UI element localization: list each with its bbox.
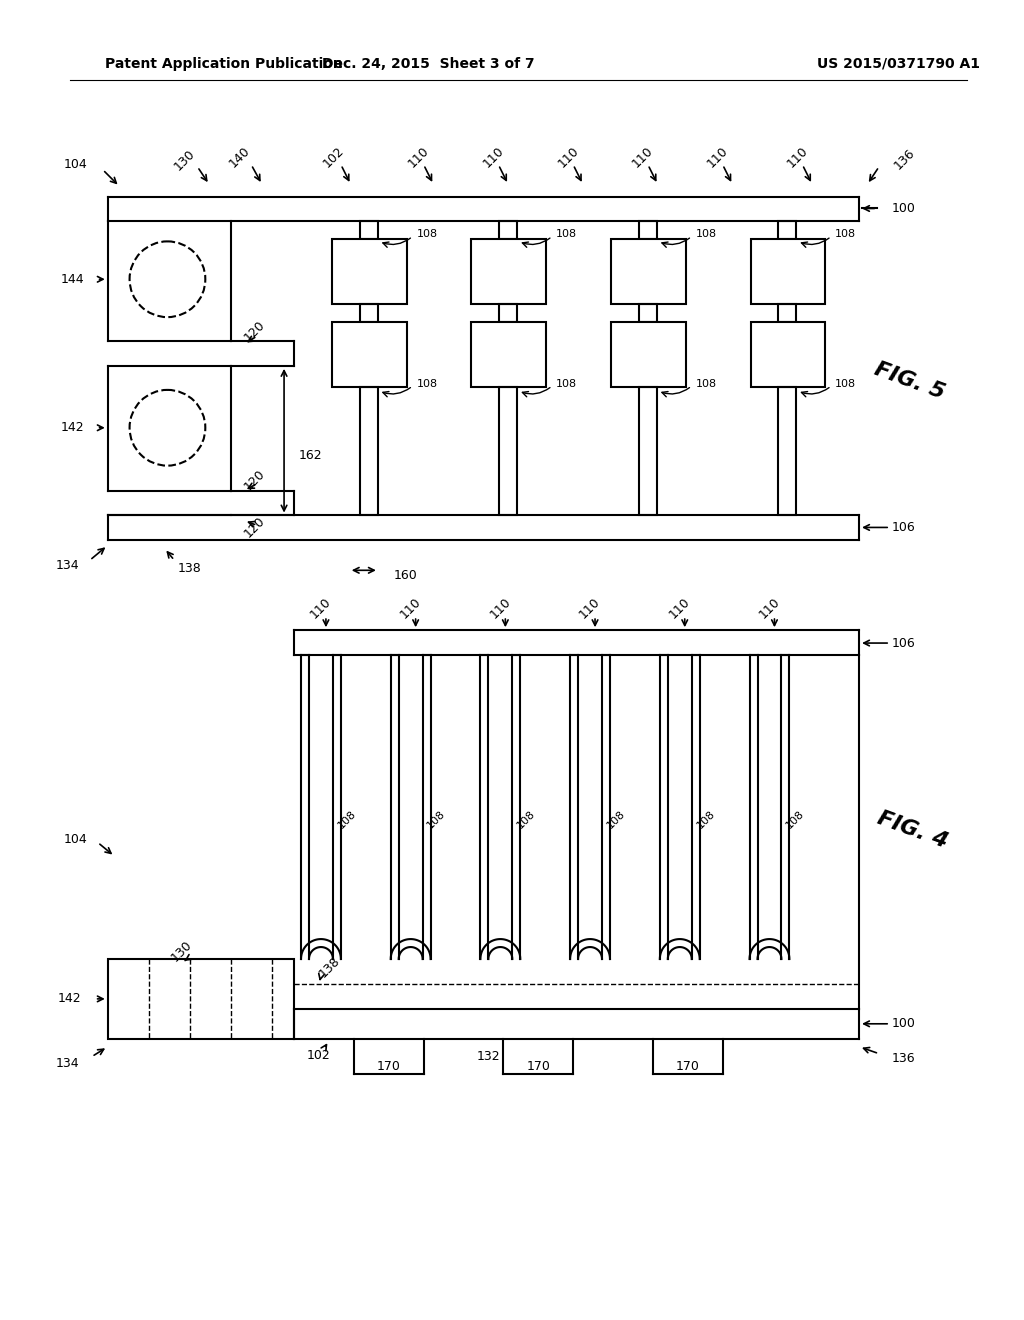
Text: 130: 130 [168,939,195,964]
Text: 104: 104 [63,833,88,846]
Text: 140: 140 [226,144,252,170]
Text: 130: 130 [171,147,198,173]
Text: 110: 110 [308,595,334,622]
Text: 120: 120 [242,318,267,345]
Text: 104: 104 [63,158,88,172]
Text: 142: 142 [61,421,85,434]
Text: 138: 138 [317,954,343,979]
Text: 134: 134 [56,558,80,572]
Bar [639,387,656,516]
Bar [639,304,656,322]
Text: 108: 108 [695,230,717,239]
Text: 110: 110 [578,595,603,622]
Text: 110: 110 [667,595,693,622]
Bar [359,304,378,322]
Text: FIG. 4: FIG. 4 [876,808,951,851]
Bar [500,387,517,516]
Bar [751,322,825,387]
Text: 100: 100 [892,202,915,215]
Text: 170: 170 [676,1060,699,1073]
Text: 136: 136 [892,147,918,173]
Text: 106: 106 [892,521,915,533]
Bar [332,322,407,387]
Text: 120: 120 [242,515,267,540]
Bar [751,239,825,304]
Text: Patent Application Publication: Patent Application Publication [104,57,342,71]
Text: 110: 110 [784,144,810,170]
Text: 108: 108 [556,230,578,239]
Text: 110: 110 [406,144,431,170]
Text: 108: 108 [836,379,856,389]
Bar [611,322,686,387]
Text: 100: 100 [892,1018,915,1031]
Text: 108: 108 [426,808,447,830]
Bar [778,387,797,516]
Bar [500,304,517,322]
Text: 108: 108 [515,808,538,830]
Text: 170: 170 [526,1060,550,1073]
Bar [778,222,797,239]
Text: 110: 110 [757,595,782,622]
Bar [611,239,686,304]
Text: 110: 110 [630,144,656,170]
Bar [108,960,294,1039]
Text: 108: 108 [836,230,856,239]
Text: 136: 136 [892,1052,915,1065]
Text: 102: 102 [321,144,347,170]
Text: 144: 144 [61,273,85,285]
Text: 102: 102 [307,1049,331,1063]
Text: 110: 110 [487,595,513,622]
Text: 108: 108 [784,808,807,830]
Text: 110: 110 [397,595,424,622]
Text: US 2015/0371790 A1: US 2015/0371790 A1 [817,57,980,71]
Text: 108: 108 [556,379,578,389]
Text: 110: 110 [555,144,582,170]
Text: 110: 110 [705,144,731,170]
Bar [639,222,656,239]
Bar [332,239,407,304]
Text: 132: 132 [476,1051,500,1063]
Text: 170: 170 [377,1060,400,1073]
Text: 138: 138 [177,562,201,574]
Bar [778,304,797,322]
Bar [359,387,378,516]
Text: 110: 110 [480,144,507,170]
Text: 108: 108 [417,230,437,239]
Text: 108: 108 [605,808,627,830]
Bar [471,239,546,304]
Text: 108: 108 [336,808,358,830]
Text: 108: 108 [695,379,717,389]
Text: 120: 120 [242,467,267,494]
Text: 134: 134 [56,1057,80,1071]
Text: FIG. 5: FIG. 5 [872,359,948,403]
Bar [471,322,546,387]
Text: 108: 108 [417,379,437,389]
Bar [500,222,517,239]
Bar [359,222,378,239]
Text: 160: 160 [393,569,418,582]
Text: 142: 142 [58,993,82,1006]
Text: Dec. 24, 2015  Sheet 3 of 7: Dec. 24, 2015 Sheet 3 of 7 [323,57,535,71]
Text: 108: 108 [694,808,717,830]
Text: 106: 106 [892,636,915,649]
Text: 162: 162 [299,449,323,462]
